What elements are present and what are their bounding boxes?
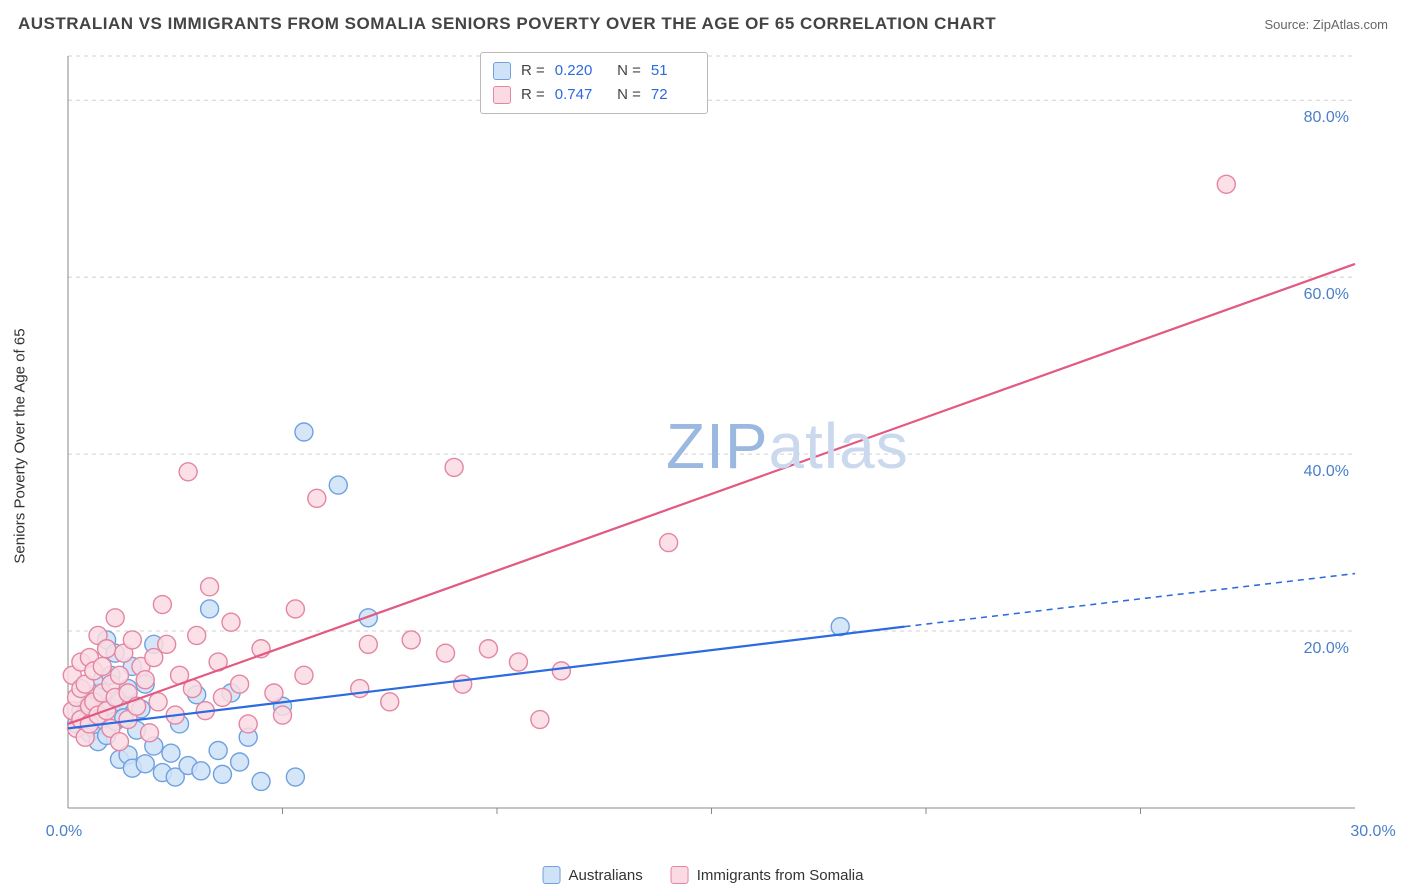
svg-text:0.0%: 0.0% — [46, 823, 82, 840]
data-point — [192, 762, 210, 780]
data-point — [201, 578, 219, 596]
data-point — [359, 635, 377, 653]
data-point — [286, 600, 304, 618]
trend-line-extrapolated — [905, 574, 1355, 627]
data-point — [201, 600, 219, 618]
data-point — [381, 693, 399, 711]
chart-title: AUSTRALIAN VS IMMIGRANTS FROM SOMALIA SE… — [18, 14, 996, 34]
data-point — [402, 631, 420, 649]
svg-text:40.0%: 40.0% — [1304, 463, 1349, 480]
data-point — [531, 711, 549, 729]
legend-item: Immigrants from Somalia — [671, 866, 864, 884]
legend-label: Australians — [569, 867, 643, 884]
data-point — [1217, 175, 1235, 193]
legend: Australians Immigrants from Somalia — [543, 866, 864, 884]
r-value: 0.220 — [555, 59, 599, 83]
data-point — [295, 666, 313, 684]
svg-text:60.0%: 60.0% — [1304, 286, 1349, 303]
data-point — [295, 423, 313, 441]
data-point — [308, 489, 326, 507]
data-point — [239, 715, 257, 733]
data-point — [231, 675, 249, 693]
data-point — [274, 706, 292, 724]
data-point — [136, 671, 154, 689]
data-point — [445, 458, 463, 476]
data-point — [110, 733, 128, 751]
data-point — [454, 675, 472, 693]
data-point — [110, 666, 128, 684]
series-swatch — [493, 86, 511, 104]
data-point — [286, 768, 304, 786]
data-point — [188, 626, 206, 644]
data-point — [552, 662, 570, 680]
n-label: N = — [609, 83, 641, 107]
source-label: Source: ZipAtlas.com — [1264, 17, 1388, 32]
svg-text:30.0%: 30.0% — [1350, 823, 1395, 840]
data-point — [136, 755, 154, 773]
scatter-chart: 20.0%40.0%60.0%80.0%0.0%30.0% — [50, 50, 1380, 840]
data-point — [93, 657, 111, 675]
n-value: 51 — [651, 59, 695, 83]
data-point — [265, 684, 283, 702]
data-point — [209, 741, 227, 759]
data-point — [162, 744, 180, 762]
legend-label: Immigrants from Somalia — [697, 867, 864, 884]
data-point — [213, 688, 231, 706]
data-point — [141, 724, 159, 742]
data-point — [329, 476, 347, 494]
y-axis-label: Seniors Poverty Over the Age of 65 — [11, 328, 28, 563]
data-point — [437, 644, 455, 662]
data-point — [231, 753, 249, 771]
stats-row: R = 0.220 N = 51 — [493, 59, 695, 83]
data-point — [479, 640, 497, 658]
n-value: 72 — [651, 83, 695, 107]
data-point — [213, 765, 231, 783]
data-point — [509, 653, 527, 671]
data-point — [252, 772, 270, 790]
data-point — [98, 640, 116, 658]
data-point — [123, 631, 141, 649]
data-point — [222, 613, 240, 631]
legend-swatch — [543, 866, 561, 884]
data-point — [660, 534, 678, 552]
n-label: N = — [609, 59, 641, 83]
data-point — [153, 596, 171, 614]
svg-text:80.0%: 80.0% — [1304, 109, 1349, 126]
data-point — [351, 680, 369, 698]
data-point — [106, 609, 124, 627]
data-point — [149, 693, 167, 711]
r-value: 0.747 — [555, 83, 599, 107]
stats-row: R = 0.747 N = 72 — [493, 83, 695, 107]
data-point — [179, 463, 197, 481]
series-swatch — [493, 62, 511, 80]
trend-line — [68, 264, 1355, 724]
stats-box: R = 0.220 N = 51R = 0.747 N = 72 — [480, 52, 708, 114]
r-label: R = — [521, 83, 545, 107]
r-label: R = — [521, 59, 545, 83]
legend-swatch — [671, 866, 689, 884]
legend-item: Australians — [543, 866, 643, 884]
data-point — [158, 635, 176, 653]
svg-text:20.0%: 20.0% — [1304, 640, 1349, 657]
chart-area: 20.0%40.0%60.0%80.0%0.0%30.0% — [50, 50, 1380, 840]
